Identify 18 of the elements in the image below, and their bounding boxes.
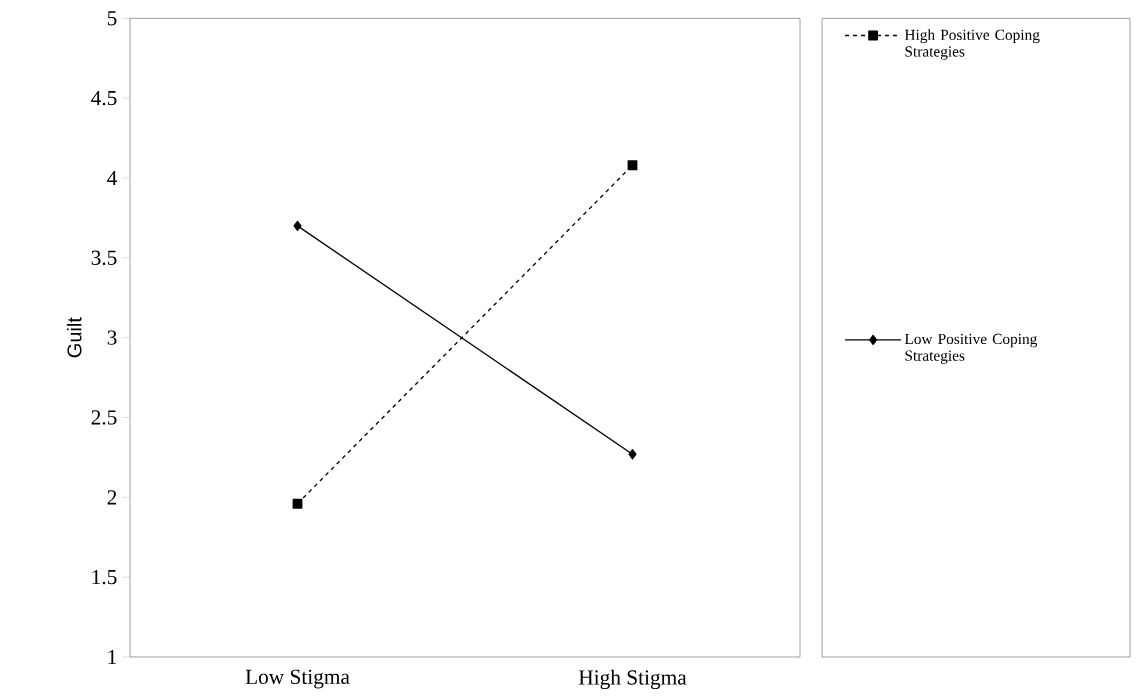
legend-label: High Positive Coping Strategies xyxy=(904,29,1040,60)
point xyxy=(293,220,302,232)
y-tick-label: 4.5 xyxy=(91,90,117,106)
x-tick-label: High Stigma xyxy=(578,669,687,690)
y-tick-label: 3.5 xyxy=(91,250,117,266)
y-tick-label: 5 xyxy=(107,11,117,26)
point xyxy=(628,449,637,460)
point xyxy=(627,160,638,171)
legend-label: Low Positive Coping Strategies xyxy=(904,333,1038,364)
y-tick-label: 1 xyxy=(108,649,117,665)
y-tick-label: 2.5 xyxy=(91,410,117,425)
point xyxy=(292,498,303,509)
y-tick-label: 1.5 xyxy=(92,569,117,585)
y-axis-title: Guilt xyxy=(66,317,82,358)
x-tick-label: Low Stigma xyxy=(245,669,350,689)
y-tick-label: 2 xyxy=(107,490,117,505)
y-tick-label: 4 xyxy=(107,170,117,186)
y-tick-label: 3 xyxy=(107,330,117,345)
